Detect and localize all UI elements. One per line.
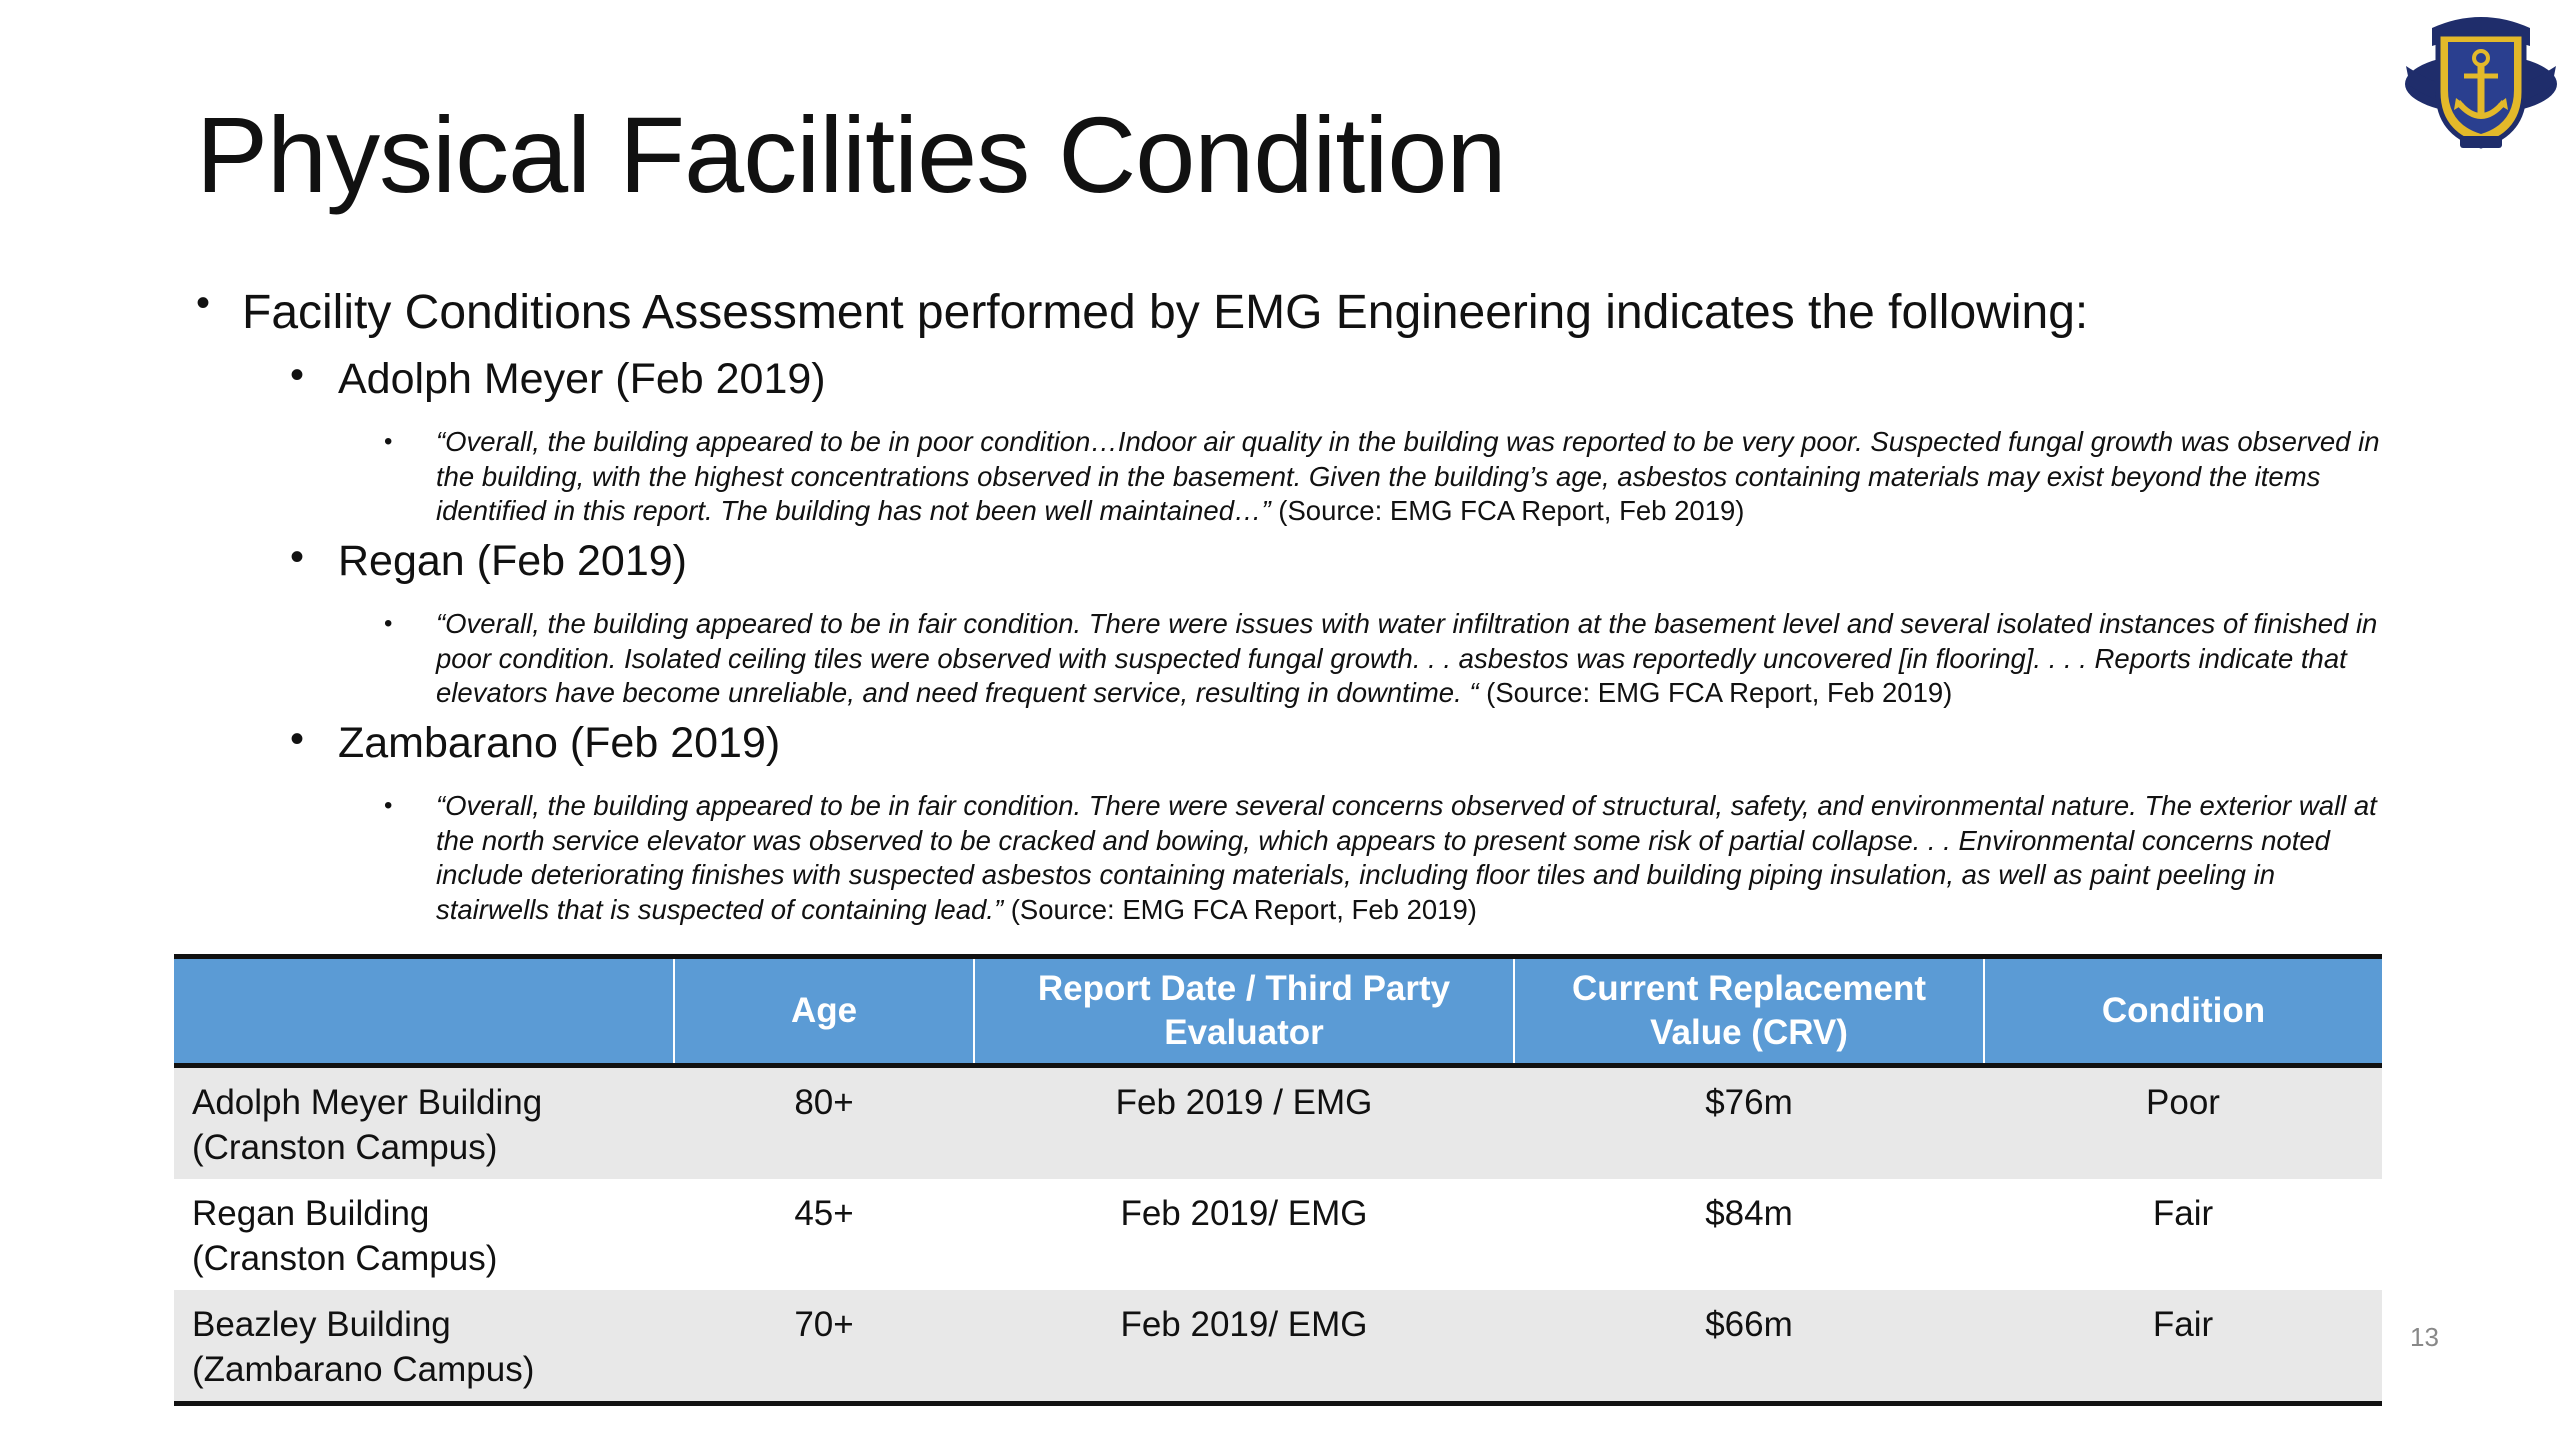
cell-crv: $76m — [1514, 1065, 1984, 1179]
state-seal-icon — [2405, 17, 2557, 149]
cell-report: Feb 2019/ EMG — [974, 1290, 1514, 1404]
quote-source: (Source: EMG FCA Report, Feb 2019) — [1478, 677, 1953, 708]
bullet-marker: • — [290, 535, 305, 579]
header-building — [174, 956, 674, 1068]
facility-heading-text: Adolph Meyer (Feb 2019) — [338, 355, 826, 403]
cell-condition: Fair — [1984, 1290, 2382, 1404]
page-number: 13 — [2410, 1322, 2439, 1352]
intro-text: Facility Conditions Assessment performed… — [242, 286, 2089, 339]
facility-heading-text: Regan (Feb 2019) — [338, 537, 687, 585]
cell-condition: Fair — [1984, 1179, 2382, 1290]
quote-text: “Overall, the building appeared to be in… — [436, 426, 2380, 526]
facility-heading-text: Zambarano (Feb 2019) — [338, 719, 781, 767]
building-campus: (Cranston Campus) — [192, 1128, 498, 1167]
facility-quote-zambarano: • “Overall, the building appeared to be … — [384, 789, 2384, 927]
building-name: Regan Building — [192, 1194, 430, 1233]
bullet-marker: • — [290, 353, 305, 397]
bullet-marker: • — [196, 281, 211, 325]
facility-quote-adolph-meyer: • “Overall, the building appeared to be … — [384, 425, 2384, 529]
cell-crv: $84m — [1514, 1179, 1984, 1290]
building-campus: (Cranston Campus) — [192, 1239, 498, 1278]
cell-building: Beazley Building (Zambarano Campus) — [174, 1290, 674, 1404]
cell-condition: Poor — [1984, 1065, 2382, 1179]
facilities-table: Age Report Date / Third Party Evaluator … — [174, 954, 2382, 1406]
cell-building: Regan Building (Cranston Campus) — [174, 1179, 674, 1290]
header-age: Age — [673, 956, 974, 1068]
slide-title: Physical Facilities Condition — [196, 94, 1507, 215]
cell-report: Feb 2019/ EMG — [974, 1179, 1514, 1290]
table-row: Beazley Building (Zambarano Campus) 70+ F… — [174, 1290, 2382, 1404]
quote-source: (Source: EMG FCA Report, Feb 2019) — [1270, 495, 1745, 526]
quote-source: (Source: EMG FCA Report, Feb 2019) — [1003, 893, 1477, 925]
cell-report: Feb 2019 / EMG — [974, 1065, 1514, 1179]
table-row: Regan Building (Cranston Campus) 45+ Feb … — [174, 1179, 2382, 1290]
building-campus: (Zambarano Campus) — [192, 1350, 535, 1389]
cell-crv: $66m — [1514, 1290, 1984, 1404]
header-crv: Current Replacement Value (CRV) — [1513, 956, 1984, 1068]
header-report-date: Report Date / Third Party Evaluator — [973, 956, 1514, 1068]
cell-age: 45+ — [674, 1179, 974, 1290]
quote-text: “Overall, the building appeared to be in… — [436, 608, 2378, 708]
quote-text: “Overall, the building appeared to be in… — [436, 790, 2377, 925]
bullet-marker: • — [384, 610, 393, 637]
cell-age: 70+ — [674, 1290, 974, 1404]
bullet-marker: • — [384, 428, 393, 455]
table-row: Adolph Meyer Building (Cranston Campus) 8… — [174, 1065, 2382, 1179]
cell-building: Adolph Meyer Building (Cranston Campus) — [174, 1065, 674, 1179]
building-name: Adolph Meyer Building — [192, 1083, 543, 1122]
facility-quote-regan: • “Overall, the building appeared to be … — [384, 607, 2384, 711]
header-condition: Condition — [1983, 956, 2382, 1068]
table-header-row: Age Report Date / Third Party Evaluator … — [174, 956, 2382, 1068]
bullet-marker: • — [384, 792, 393, 819]
bullet-marker: • — [290, 717, 305, 761]
building-name: Beazley Building — [192, 1305, 451, 1344]
cell-age: 80+ — [674, 1065, 974, 1179]
